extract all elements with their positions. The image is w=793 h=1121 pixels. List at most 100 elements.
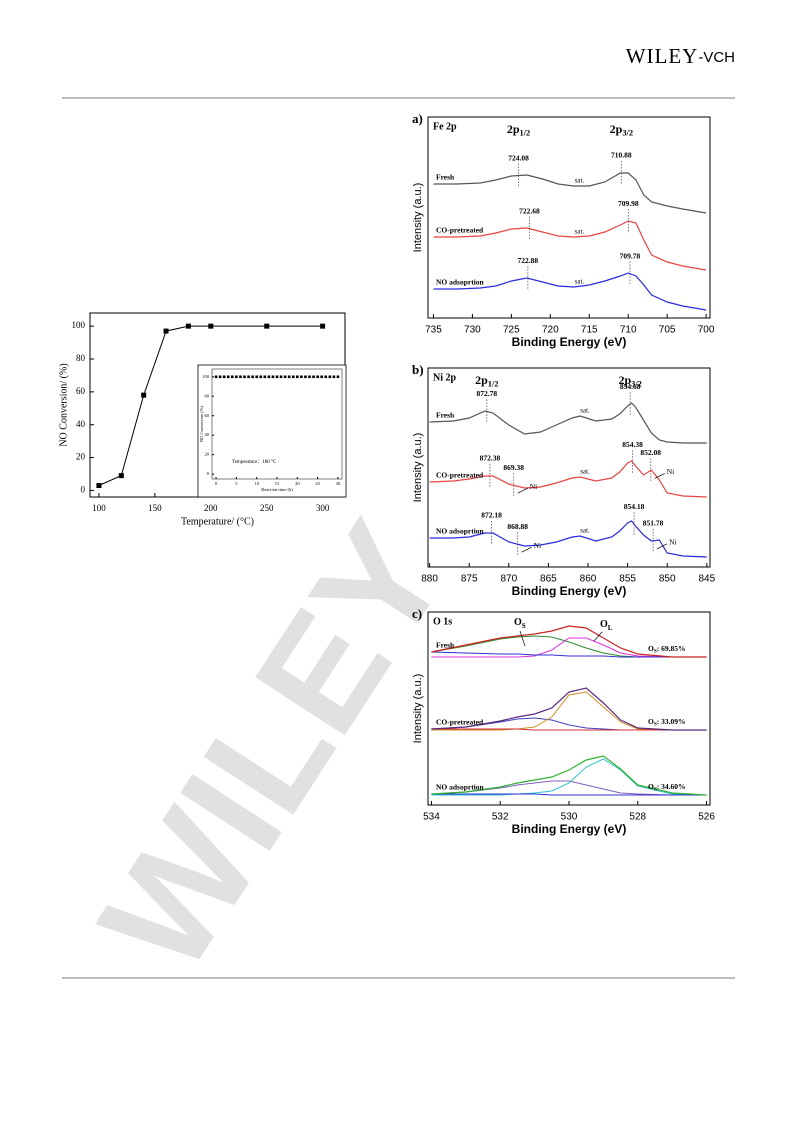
arrow [519, 630, 526, 647]
marker [312, 375, 315, 379]
arrow [521, 546, 532, 553]
ratio-label-sub: S [654, 721, 657, 727]
logo: WILEY-VCH [626, 44, 735, 68]
panel-label: b) [412, 362, 424, 377]
x-tick-label: 534 [423, 812, 440, 823]
marker [324, 375, 328, 379]
plot-frame [427, 116, 711, 319]
x-tick-label: 150 [148, 503, 162, 513]
series-label: CO-pretreated [436, 471, 484, 480]
series-label: Fresh [436, 641, 455, 650]
ol-label-sub: L [608, 624, 613, 632]
peak-label: 852.08 [640, 448, 661, 457]
x-tick-label: 30 [336, 481, 341, 486]
series-label: NO adsoprtion [436, 527, 485, 536]
os-label-main: O [514, 617, 522, 628]
x-tick-label: 880 [421, 574, 438, 585]
spectrum-line [433, 172, 707, 214]
x-axis-label: Reaction time (h) [261, 487, 293, 492]
x-tick-label: 725 [503, 325, 520, 336]
marker [255, 375, 258, 379]
marker [332, 375, 336, 379]
peak-label: 869.38 [503, 463, 524, 472]
y-tick-label: 40 [205, 432, 210, 437]
marker [320, 375, 323, 379]
peak-label: 709.98 [618, 199, 639, 208]
annotation: Temperature：180 °C [232, 460, 277, 465]
marker [218, 375, 222, 379]
x-tick-label: 526 [698, 812, 715, 823]
y-axis-label: Intensity (a.u.) [412, 433, 424, 503]
x-tick-label: 710 [620, 325, 637, 336]
marker [141, 392, 147, 398]
arrow [593, 631, 603, 642]
y-tick-label: 0 [81, 484, 86, 494]
heading-main: 2p [507, 122, 520, 136]
marker [247, 375, 250, 379]
series-label: Fresh [436, 173, 455, 182]
x-tick-label: 720 [542, 325, 559, 336]
sat-label: sat. [580, 527, 590, 535]
ratio-label: OS: 33.09% [648, 717, 686, 728]
arrow [654, 473, 665, 479]
os-label: OS [514, 617, 526, 629]
panel-title: O 1s [433, 616, 452, 627]
marker [263, 375, 267, 379]
component-line [431, 637, 707, 658]
marker [300, 375, 303, 379]
ratio-label: OS: 34.60% [648, 782, 686, 793]
heading-sub: 3/2 [631, 380, 642, 389]
spectrum-line [433, 272, 707, 311]
x-tick-label: 705 [659, 325, 676, 336]
x-tick-label: 532 [492, 812, 509, 823]
peak-label: 868.88 [507, 522, 528, 531]
x-axis-label: Binding Energy (eV) [512, 822, 627, 836]
peak-label: 722.88 [518, 256, 539, 265]
sat-label: sat. [580, 407, 590, 415]
marker [163, 328, 169, 334]
x-tick-label: 855 [619, 574, 636, 585]
heading: 2p1/2 [475, 373, 498, 389]
peak-label: 872.78 [476, 389, 497, 398]
x-tick-label: 0 [215, 481, 218, 486]
peak-label: 709.78 [620, 251, 641, 260]
minor-label: Ni [667, 467, 675, 476]
y-axis-label: Intensity (a.u.) [412, 674, 424, 744]
x-tick-label: 730 [464, 325, 481, 336]
marker [291, 375, 295, 379]
x-tick-label: 200 [204, 503, 218, 513]
marker [328, 375, 332, 379]
ratio-label-rest: : 33.09% [657, 717, 686, 726]
y-tick-label: 20 [76, 452, 86, 462]
series-label: CO-pretreated [436, 226, 484, 235]
arrow [517, 487, 528, 494]
heading: 2p3/2 [618, 373, 641, 389]
panel-label: a) [412, 111, 423, 126]
heading-main: 2p [618, 373, 631, 387]
heading-main: 2p [610, 122, 623, 136]
plot-frame [427, 367, 711, 568]
heading-sub: 3/2 [622, 129, 633, 138]
marker [118, 473, 124, 479]
heading-main: 2p [475, 373, 488, 387]
x-tick-label: 250 [260, 503, 274, 513]
x-axis-label: Temperature/ (°C) [181, 516, 254, 527]
x-tick-label: 530 [561, 812, 578, 823]
watermark: WILEY [67, 494, 479, 1000]
marker [222, 375, 226, 379]
y-tick-label: 80 [205, 393, 210, 398]
ratio-label: OS: 69.85% [648, 644, 686, 655]
y-tick-label: 20 [205, 452, 210, 457]
heading-sub: 1/2 [488, 380, 499, 389]
x-tick-label: 5 [235, 481, 238, 486]
marker [264, 323, 270, 329]
marker [267, 375, 271, 379]
x-tick-label: 715 [581, 325, 598, 336]
marker [316, 375, 319, 379]
y-tick-label: 100 [202, 374, 210, 379]
x-tick-label: 10 [254, 481, 259, 486]
marker [283, 375, 287, 379]
ol-label: OL [600, 619, 613, 631]
peak-label: 872.18 [481, 511, 502, 520]
